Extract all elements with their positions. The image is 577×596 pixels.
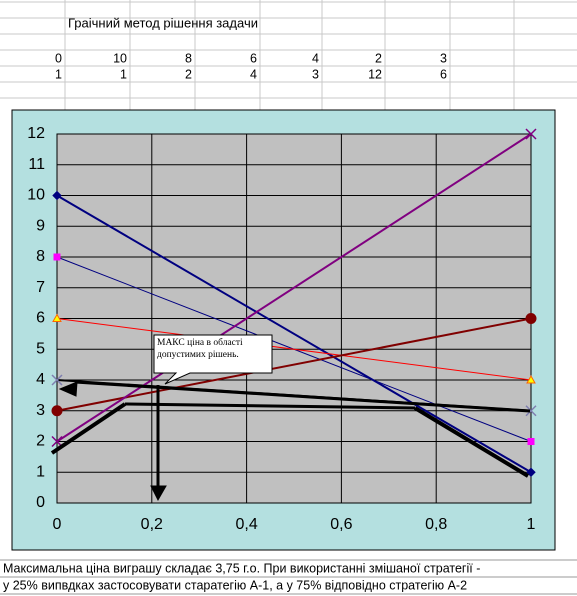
- y-tick-label: 12: [27, 125, 45, 142]
- x-tick-label: 0,6: [330, 516, 352, 533]
- y-tick-label: 5: [36, 340, 45, 357]
- marker: [525, 405, 537, 417]
- cell-value: 1: [55, 67, 62, 81]
- cell-value: 6: [250, 51, 257, 65]
- cell-value: 3: [440, 51, 447, 65]
- marker: [525, 313, 537, 324]
- x-tick-label: 1: [527, 516, 536, 533]
- y-tick-label: 10: [27, 187, 45, 204]
- cell-value: 8: [185, 51, 192, 65]
- y-tick-label: 1: [36, 463, 45, 480]
- arrows: [50, 380, 531, 502]
- cell-value: 4: [250, 67, 257, 81]
- marker: [525, 128, 537, 140]
- marker: [51, 435, 63, 448]
- sheet-title: Граічний метод рішення задачи: [68, 15, 258, 30]
- marker: [51, 374, 63, 386]
- x-tick-label: 0,8: [425, 516, 447, 533]
- marker: [51, 405, 63, 417]
- cell-value: 10: [113, 51, 127, 65]
- marker: [527, 438, 535, 445]
- cell-value: 4: [312, 51, 319, 65]
- cell-grid: [0, 0, 577, 110]
- series-line: [56, 317, 532, 412]
- cell-value: 3: [312, 67, 319, 81]
- callout: [153, 334, 273, 385]
- x-tick-label: 0,2: [141, 516, 163, 533]
- y-tick-label: 8: [36, 248, 45, 265]
- marker: [526, 467, 536, 477]
- marker: [52, 190, 62, 201]
- cell-value: 6: [440, 67, 447, 81]
- y-tick-label: 3: [36, 402, 45, 419]
- arrow-line: [413, 406, 530, 478]
- footer-line: Максимальна ціна виграшу складає 3,75 г.…: [3, 561, 480, 575]
- x-tick-label: 0,4: [235, 516, 257, 533]
- annotation: МАКС ціна в області допустимих рішень.: [157, 338, 243, 360]
- marker: [53, 253, 61, 261]
- y-tick-label: 9: [36, 217, 45, 234]
- y-tick-label: 11: [28, 156, 45, 173]
- cell-value: 1: [120, 67, 127, 81]
- cell-value: 12: [368, 67, 382, 81]
- arrow-line: [74, 380, 531, 413]
- y-tick-label: 7: [36, 279, 45, 296]
- cell-value: 2: [375, 51, 382, 65]
- footer-line: у 25% випвдках застосовувати старатегію …: [3, 578, 467, 592]
- cell-value: 0: [55, 51, 62, 65]
- y-tick-label: 4: [36, 371, 45, 388]
- arrow-head: [58, 381, 78, 397]
- marker: [52, 313, 62, 322]
- arrow-line: [50, 402, 127, 455]
- x-tick-label: 0: [53, 516, 62, 533]
- arrow-head: [150, 485, 167, 502]
- series-line: [56, 194, 532, 474]
- y-tick-label: 0: [36, 494, 45, 511]
- series-line: [56, 133, 532, 443]
- series-line: [56, 318, 532, 381]
- y-tick-label: 6: [36, 310, 45, 327]
- y-tick-label: 2: [36, 433, 45, 450]
- marker: [526, 374, 536, 384]
- arrow-line: [124, 402, 416, 410]
- cell-value: 2: [185, 67, 192, 81]
